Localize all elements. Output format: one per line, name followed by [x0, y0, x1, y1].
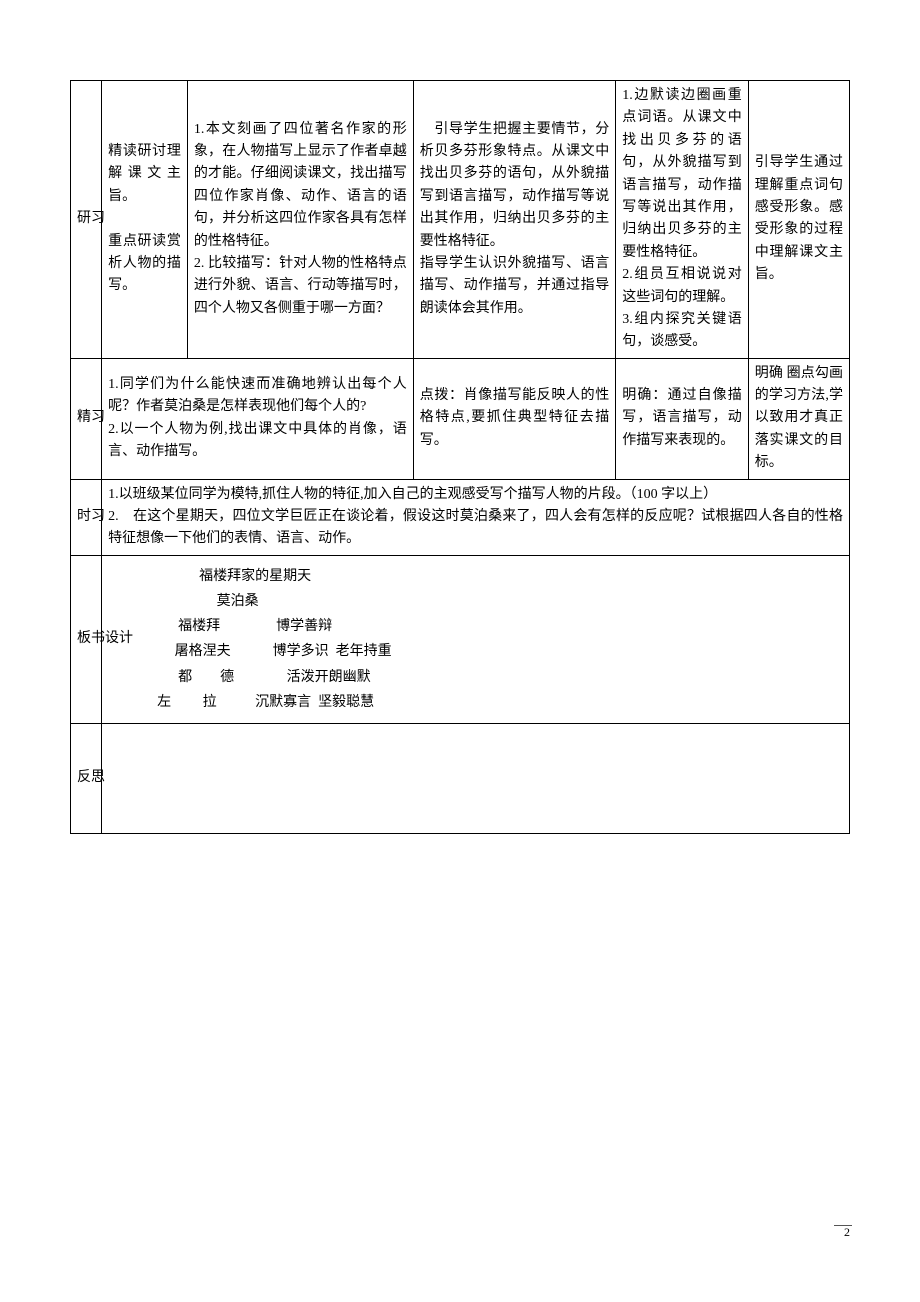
table-row-fansi: 反思	[71, 723, 850, 833]
row-label-jingxi: 精习	[71, 358, 102, 479]
row-label-banshu: 板书设计	[71, 555, 102, 723]
cell-yanxi-c5: 引导学生通过理解重点词句感受形象。感受形象的过程中理解课文主旨。	[748, 81, 849, 359]
cell-yanxi-c2: 1.本文刻画了四位著名作家的形象，在人物描写上显示了作者卓越的才能。仔细阅读课文…	[187, 81, 413, 359]
page-number: 2	[844, 1223, 850, 1242]
cell-jingxi-c4: 明确：通过自像描写，语言描写，动作描写来表现的。	[616, 358, 748, 479]
cell-jingxi-c5: 明确 圈点勾画的学习方法,学以致用才真正落实课文的目标。	[748, 358, 849, 479]
table-row-yanxi: 研习 精读研讨理解课文主旨。 重点研读赏析人物的描写。 1.本文刻画了四位著名作…	[71, 81, 850, 359]
table-row-shixi: 时习 1.以班级某位同学为模特,抓住人物的特征,加入自己的主观感受写个描写人物的…	[71, 479, 850, 555]
cell-jingxi-c12: 1.同学们为什么能快速而准确地辨认出每个人呢？作者莫泊桑是怎样表现他们每个人的?…	[102, 358, 414, 479]
table-row-jingxi: 精习 1.同学们为什么能快速而准确地辨认出每个人呢？作者莫泊桑是怎样表现他们每个…	[71, 358, 850, 479]
banshu-layout: 福楼拜家的星期天 莫泊桑 福楼拜 博学善辩 屠格涅夫 博学多识 老年持重 都 德…	[108, 560, 843, 719]
cell-banshu-content: 福楼拜家的星期天 莫泊桑 福楼拜 博学善辩 屠格涅夫 博学多识 老年持重 都 德…	[102, 555, 850, 723]
cell-shixi-content: 1.以班级某位同学为模特,抓住人物的特征,加入自己的主观感受写个描写人物的片段。…	[102, 479, 850, 555]
cell-yanxi-c1: 精读研讨理解课文主旨。 重点研读赏析人物的描写。	[102, 81, 188, 359]
lesson-plan-table: 研习 精读研讨理解课文主旨。 重点研读赏析人物的描写。 1.本文刻画了四位著名作…	[70, 80, 850, 834]
cell-yanxi-c3: 引导学生把握主要情节，分析贝多芬形象特点。从课文中找出贝多芬的语句，从外貌描写到…	[413, 81, 616, 359]
row-label-fansi: 反思	[71, 723, 102, 833]
row-label-shixi: 时习	[71, 479, 102, 555]
cell-jingxi-c3: 点拨：肖像描写能反映人的性格特点,要抓住典型特征去描写。	[413, 358, 616, 479]
row-label-yanxi: 研习	[71, 81, 102, 359]
cell-yanxi-c4: 1.边默读边圈画重点词语。从课文中找出贝多芬的语句，从外貌描写到语言描写，动作描…	[616, 81, 748, 359]
cell-fansi-content	[102, 723, 850, 833]
table-row-banshu: 板书设计 福楼拜家的星期天 莫泊桑 福楼拜 博学善辩 屠格涅夫 博学多识 老年持…	[71, 555, 850, 723]
